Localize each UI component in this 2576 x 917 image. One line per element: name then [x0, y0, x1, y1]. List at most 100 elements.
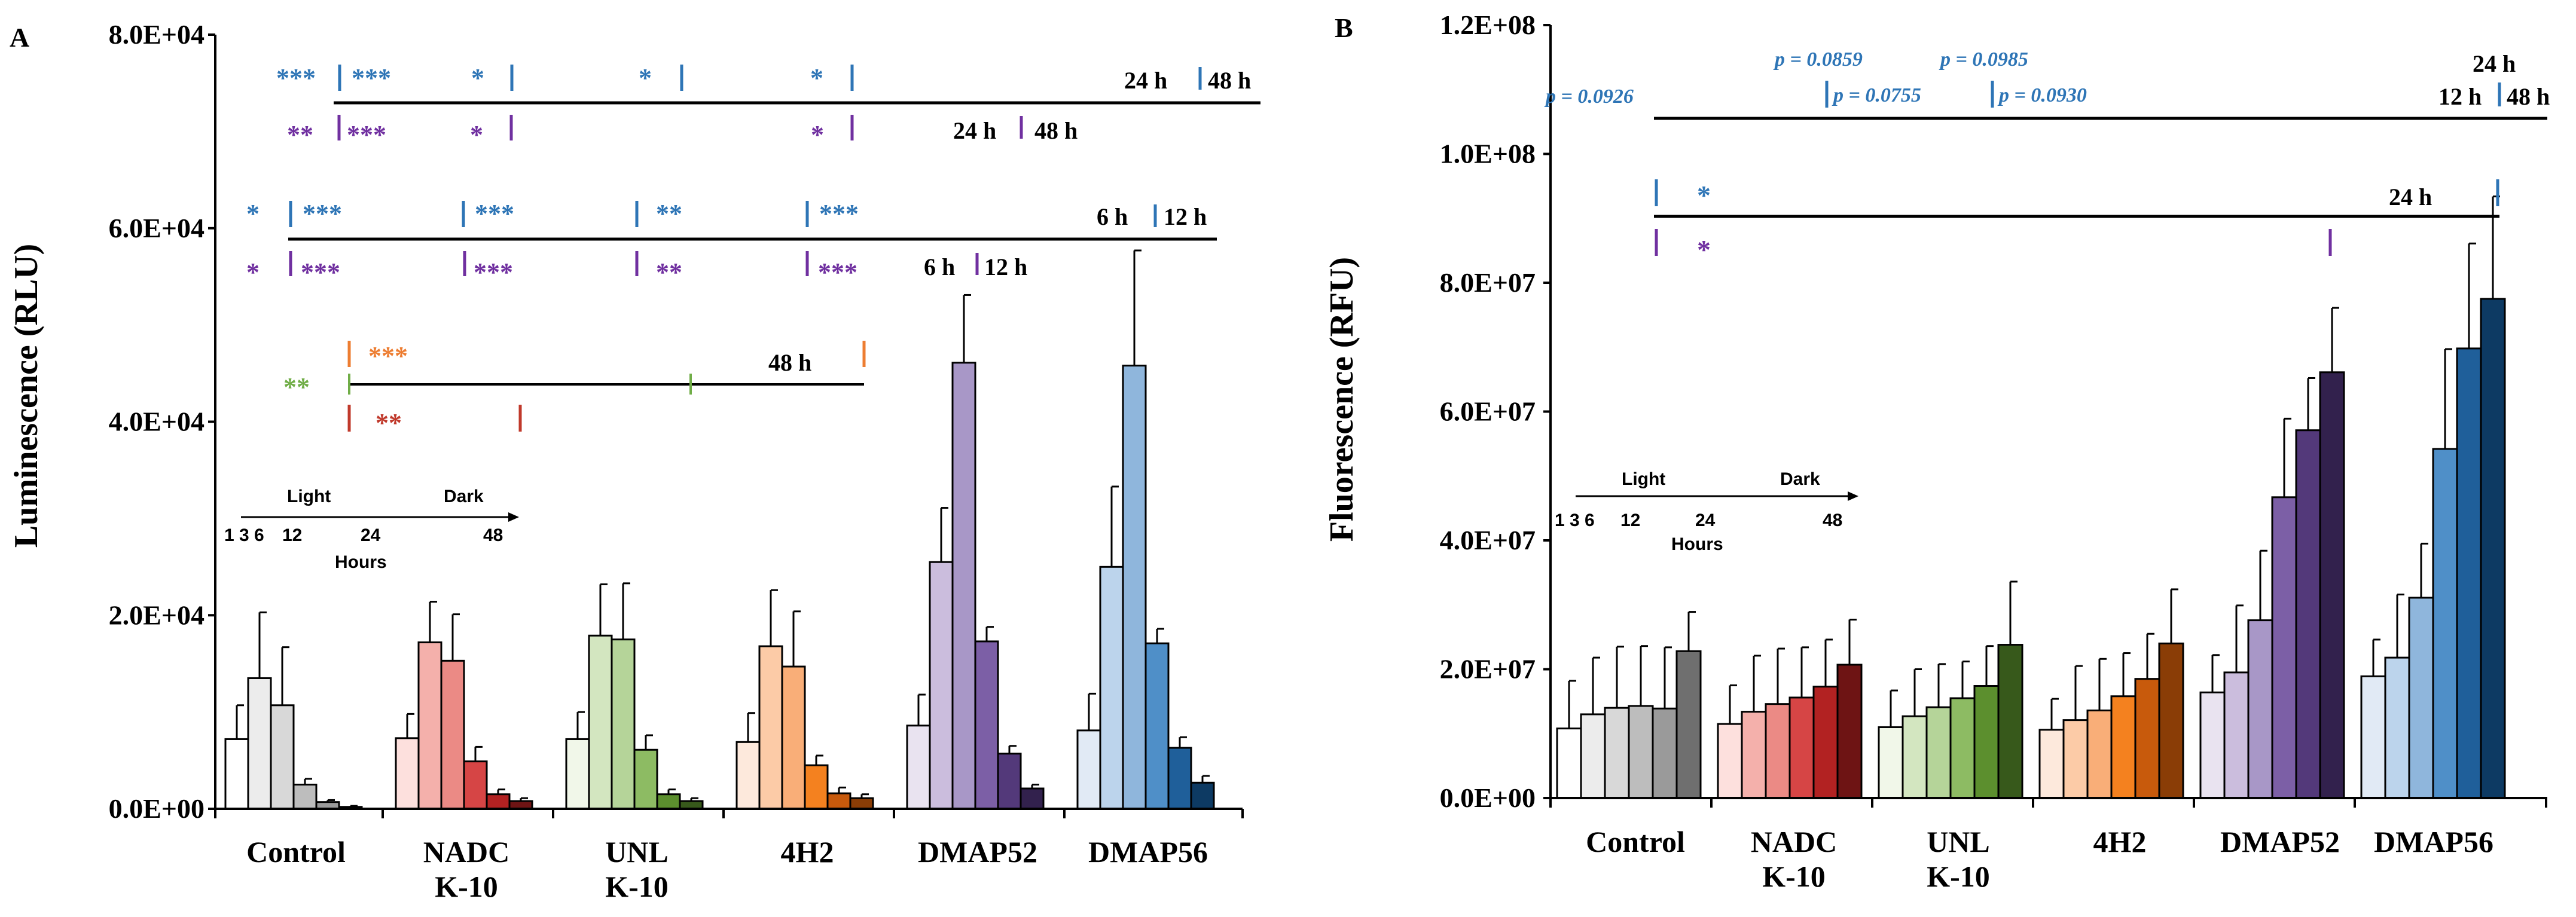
bar — [2134, 678, 2160, 799]
category-label-control: Control — [246, 835, 346, 869]
bar — [1902, 715, 1928, 799]
panel-a-inset-legend: Light Dark 1 3 6 12 24 48 Hours — [224, 487, 519, 572]
category-label-4h2: 4H2 — [781, 835, 834, 869]
bar — [1652, 707, 1678, 799]
bar — [2062, 719, 2089, 799]
bar — [1973, 685, 2000, 799]
bar — [929, 561, 954, 810]
category-label-line: K-10 — [1927, 860, 1990, 893]
category-label-nadc: NADC K-10 — [1751, 825, 1837, 893]
sig-red: ** — [376, 408, 402, 438]
category-label-line: K-10 — [1762, 860, 1826, 893]
bar — [2158, 642, 2184, 799]
bar — [2384, 656, 2410, 799]
inset-arrow-head — [508, 512, 519, 522]
bar — [1765, 703, 1791, 799]
bar — [2456, 347, 2482, 799]
p-value-label: p = 0.0985 — [1939, 48, 2028, 71]
bar — [417, 641, 442, 810]
sig-blue: *** — [303, 199, 342, 228]
label-24h: 24 h — [1124, 67, 1167, 94]
sig-blue: ** — [656, 199, 682, 228]
inset-tick-label: 24 — [361, 525, 381, 545]
inset-tick-label: 48 — [1823, 511, 1842, 530]
label-48h: 48 h — [768, 349, 811, 376]
label-6h: 6 h — [1097, 203, 1128, 230]
sig-blue: * — [246, 199, 260, 228]
bar — [2199, 691, 2226, 799]
label-6h: 6 h — [924, 253, 955, 280]
bar — [611, 638, 636, 810]
panel-b-y-tick-label: 6.0E+07 — [1440, 396, 1536, 427]
panel-b-y-ticks: 0.0E+00 2.0E+07 4.0E+07 6.0E+07 8.0E+07 … — [1440, 10, 1536, 813]
bar — [1812, 686, 1839, 799]
panel-b: B Fluorescence (RFU) 0.0E+00 2.0E+07 4.0… — [1323, 10, 2550, 893]
category-label-control: Control — [1586, 825, 1685, 858]
panel-a-significance: *** *** * * * 24 h 48 h ** *** * * — [246, 63, 1260, 438]
category-label-dmap56: DMAP56 — [1088, 835, 1208, 869]
bar — [1836, 664, 1863, 799]
sig-purple: *** — [347, 120, 386, 149]
sig-blue: *** — [352, 63, 391, 93]
inset-tick-label: 48 — [483, 525, 503, 545]
bar — [2480, 298, 2506, 799]
bar — [1604, 707, 1630, 799]
bar — [1949, 697, 1976, 799]
panel-b-y-tick-label: 8.0E+07 — [1440, 267, 1536, 298]
panel-b-axis-ticks — [1543, 24, 2547, 808]
inset-arrow-head — [1848, 491, 1858, 501]
panel-a-category-labels: Control NADC K-10 UNL K-10 4H2 DMAP52 DMAP… — [246, 835, 1208, 903]
bar — [2360, 675, 2386, 799]
label-24h: 24 h — [953, 117, 996, 144]
category-label-line: NADC — [1751, 825, 1837, 858]
bar — [1717, 723, 1743, 799]
sig-purple: * — [470, 120, 483, 149]
p-value-label: p = 0.0930 — [1997, 84, 2087, 106]
inset-tick-label: 24 — [1695, 511, 1716, 530]
bar — [1788, 696, 1815, 799]
bar — [1122, 365, 1147, 810]
panel-a-axis-ticks — [208, 33, 1244, 818]
category-label-unl: UNL K-10 — [605, 835, 669, 903]
inset-tick-label: 1 3 6 — [224, 525, 264, 545]
panel-b-inset-legend: Light Dark 1 3 6 12 24 48 Hours — [1555, 469, 1858, 554]
category-label-nadc: NADC K-10 — [423, 835, 509, 903]
bar — [633, 748, 658, 810]
bar — [849, 797, 874, 810]
bar — [395, 737, 420, 810]
label-12h: 12 h — [1164, 203, 1207, 230]
bar — [1076, 729, 1101, 810]
sig-green: ** — [283, 372, 310, 402]
bar — [2432, 448, 2458, 799]
sig-purple: *** — [474, 258, 513, 287]
sig-purple: *** — [818, 258, 857, 287]
bar — [951, 362, 976, 810]
sig-blue: * — [639, 63, 652, 93]
bar — [1628, 705, 1654, 799]
sig-blue: *** — [276, 63, 316, 93]
bar — [2408, 597, 2434, 799]
sig-purple: * — [1697, 234, 1711, 265]
bar — [270, 704, 295, 810]
category-label-line: NADC — [423, 835, 509, 869]
inset-light-label: Light — [1622, 469, 1665, 489]
bar — [804, 764, 829, 810]
panel-b-y-tick-label: 0.0E+00 — [1440, 782, 1536, 813]
p-value-label: p = 0.0859 — [1773, 48, 1863, 71]
panel-a-y-tick-label: 4.0E+04 — [109, 406, 205, 437]
sig-purple: ** — [287, 120, 313, 149]
bar — [1020, 787, 1045, 810]
label-48h: 48 h — [1208, 67, 1251, 94]
sig-purple: *** — [301, 258, 340, 287]
sig-purple: ** — [656, 258, 682, 287]
bar — [1099, 566, 1124, 810]
label-24h: 24 h — [2389, 184, 2432, 210]
bar — [1741, 711, 1767, 799]
inset-tick-label: 12 — [1620, 511, 1640, 530]
bar — [486, 793, 511, 810]
bar — [997, 753, 1022, 810]
bar — [463, 760, 488, 810]
category-label-unl: UNL K-10 — [1927, 825, 1990, 893]
inset-dark-label: Dark — [1780, 469, 1820, 489]
